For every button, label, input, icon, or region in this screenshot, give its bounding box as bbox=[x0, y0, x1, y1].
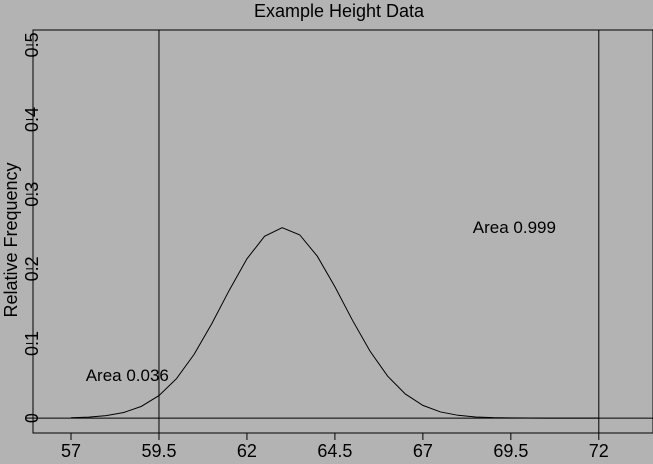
x-tick-label: 62 bbox=[237, 441, 257, 459]
chart-title: Example Height Data bbox=[254, 1, 425, 21]
x-tick-label: 67 bbox=[413, 441, 433, 459]
y-tick-label: 0.1 bbox=[22, 331, 42, 356]
y-tick-label: 0.2 bbox=[22, 256, 42, 281]
x-tick-label: 72 bbox=[589, 441, 609, 459]
y-axis-label: Relative Frequency bbox=[1, 162, 21, 317]
annotation-2: Area 0.999 bbox=[473, 218, 556, 237]
plot-layer: 57 59.5 62 64.5 67 69.5 72 0 0.1 0.2 0.3 0.4 0.5 Area… bbox=[22, 30, 653, 461]
x-tick-label: 57 bbox=[61, 441, 81, 459]
x-tick-label: 64.5 bbox=[317, 441, 352, 459]
y-tick-label: 0 bbox=[22, 413, 42, 423]
y-tick-label: 0.3 bbox=[22, 182, 42, 207]
plot-frame bbox=[32, 29, 653, 434]
x-tick-label: 69.5 bbox=[493, 441, 528, 459]
y-tick-label: 0.5 bbox=[22, 32, 42, 57]
series-line-1 bbox=[70, 227, 599, 419]
y-tick-label: 0.4 bbox=[22, 107, 42, 132]
x-tick-label: 59.5 bbox=[141, 441, 176, 459]
annotation-1: Area 0.036 bbox=[86, 366, 169, 385]
